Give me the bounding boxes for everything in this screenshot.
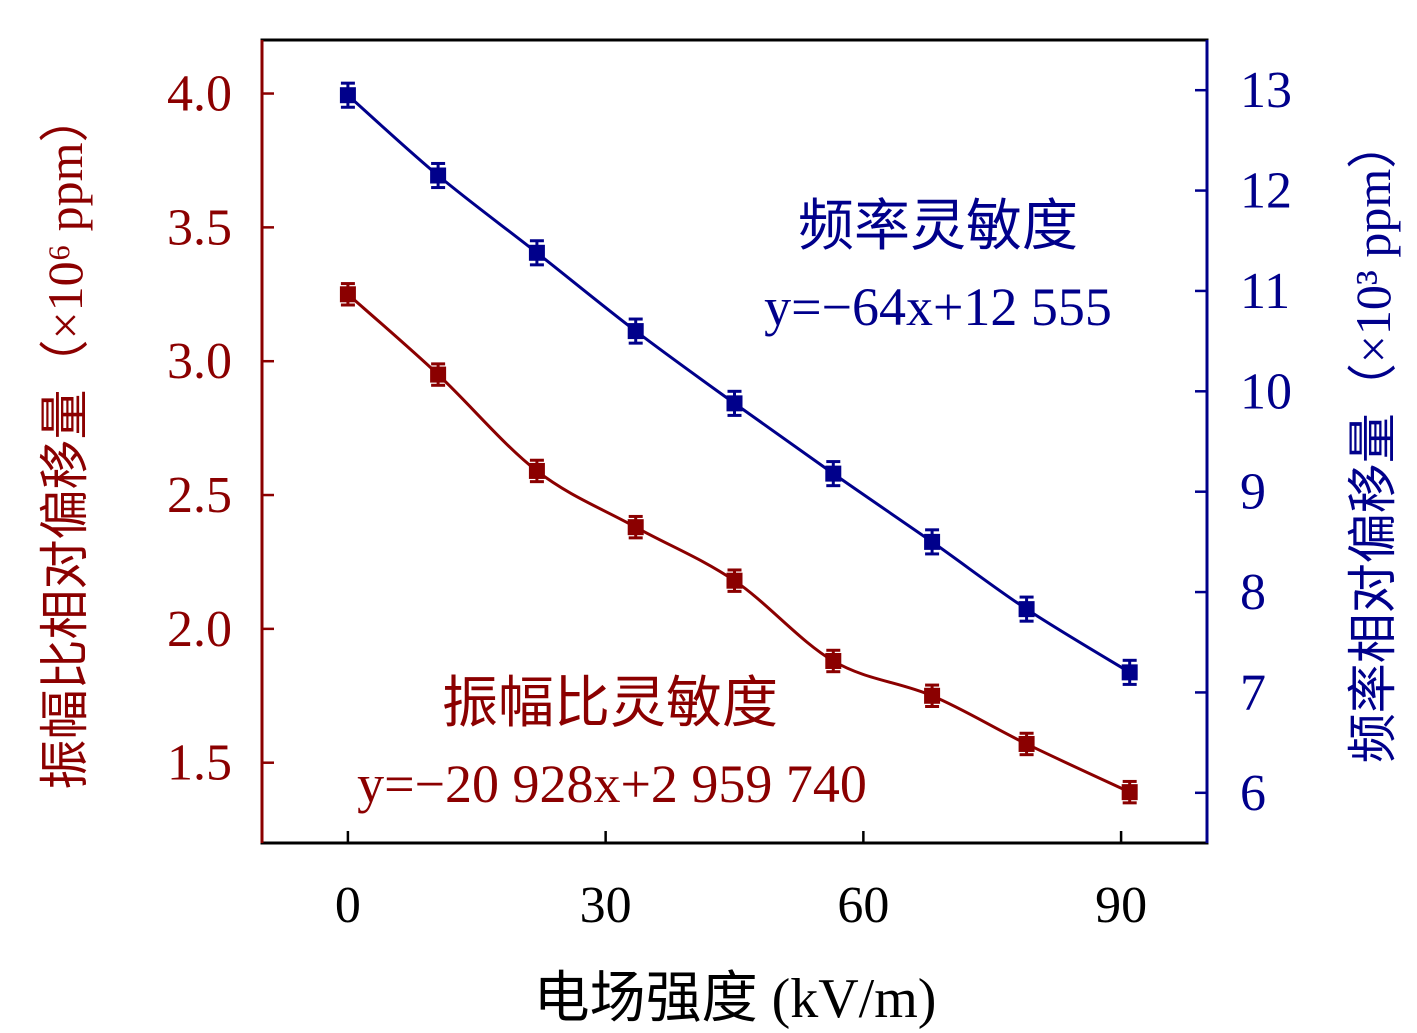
data-marker xyxy=(726,395,743,412)
right-y-tick-label: 10 xyxy=(1240,363,1292,420)
frequency-label: 频率灵敏度 xyxy=(798,196,1078,258)
left-y-tick-label: 1.5 xyxy=(167,735,232,792)
amplitude-data-point xyxy=(339,282,356,307)
left-y-tick-label: 3.0 xyxy=(167,333,232,390)
data-marker xyxy=(528,462,545,479)
amplitude-data-point xyxy=(430,362,447,387)
frequency-data-point xyxy=(339,81,356,109)
right-y-tick-label: 8 xyxy=(1240,564,1266,621)
data-marker xyxy=(430,167,447,184)
frequency-data-point xyxy=(528,239,545,267)
left-y-tick-label: 4.0 xyxy=(167,66,232,123)
data-marker xyxy=(825,465,842,482)
frequency-data-point xyxy=(726,389,743,417)
data-marker xyxy=(825,652,842,669)
amplitude-equation: y=−20 928x+2 959 740 xyxy=(357,754,867,814)
amplitude-data-point xyxy=(627,514,644,540)
right-y-tick-label: 9 xyxy=(1240,464,1266,521)
amplitude-data-point xyxy=(528,458,545,484)
frequency-equation: y=−64x+12 555 xyxy=(764,277,1112,337)
amplitude-data-point xyxy=(1121,779,1138,805)
amplitude-label: 振幅比灵敏度 xyxy=(442,673,778,735)
data-marker xyxy=(339,87,356,104)
left-y-tick-label: 2.0 xyxy=(167,601,232,658)
x-tick-label: 0 xyxy=(335,877,361,934)
frequency-data-point xyxy=(924,528,941,556)
right-y-tick-label: 12 xyxy=(1240,163,1292,220)
frequency-data-point xyxy=(430,161,447,190)
data-marker xyxy=(924,533,941,550)
right-y-tick-label: 7 xyxy=(1240,664,1266,721)
left-y-axis-label: 振幅比相对偏移量（×10⁶ ppm） xyxy=(37,92,93,789)
data-marker xyxy=(627,323,644,340)
right-y-tick-label: 6 xyxy=(1240,765,1266,822)
data-marker xyxy=(1018,735,1035,752)
amplitude-data-point xyxy=(825,648,842,674)
amplitude-data-point xyxy=(924,683,941,708)
right-y-tick-label: 11 xyxy=(1240,263,1290,320)
data-marker xyxy=(627,519,644,536)
data-marker xyxy=(1018,601,1035,618)
left-y-tick-label: 2.5 xyxy=(167,467,232,524)
x-axis-label: 电场强度 (kV/m) xyxy=(534,968,937,1030)
x-tick-label: 90 xyxy=(1095,877,1147,934)
right-y-axis-label: 频率相对偏移量（×10³ ppm） xyxy=(1345,119,1401,764)
data-marker xyxy=(1121,784,1138,801)
data-marker xyxy=(339,286,356,303)
x-tick-label: 30 xyxy=(580,877,632,934)
data-marker xyxy=(1121,664,1138,681)
frequency-data-point xyxy=(1121,658,1138,686)
right-y-tick-label: 13 xyxy=(1240,62,1292,119)
amplitude-data-point xyxy=(726,568,743,593)
frequency-data-point xyxy=(825,460,842,488)
data-marker xyxy=(726,572,743,589)
amplitude-data-point xyxy=(1018,731,1035,757)
data-marker xyxy=(430,366,447,383)
x-tick-label: 60 xyxy=(837,877,889,934)
data-marker xyxy=(528,244,545,261)
frequency-data-point xyxy=(627,317,644,345)
data-marker xyxy=(924,687,941,704)
frequency-data-point xyxy=(1018,595,1035,623)
left-y-tick-label: 3.5 xyxy=(167,199,232,256)
